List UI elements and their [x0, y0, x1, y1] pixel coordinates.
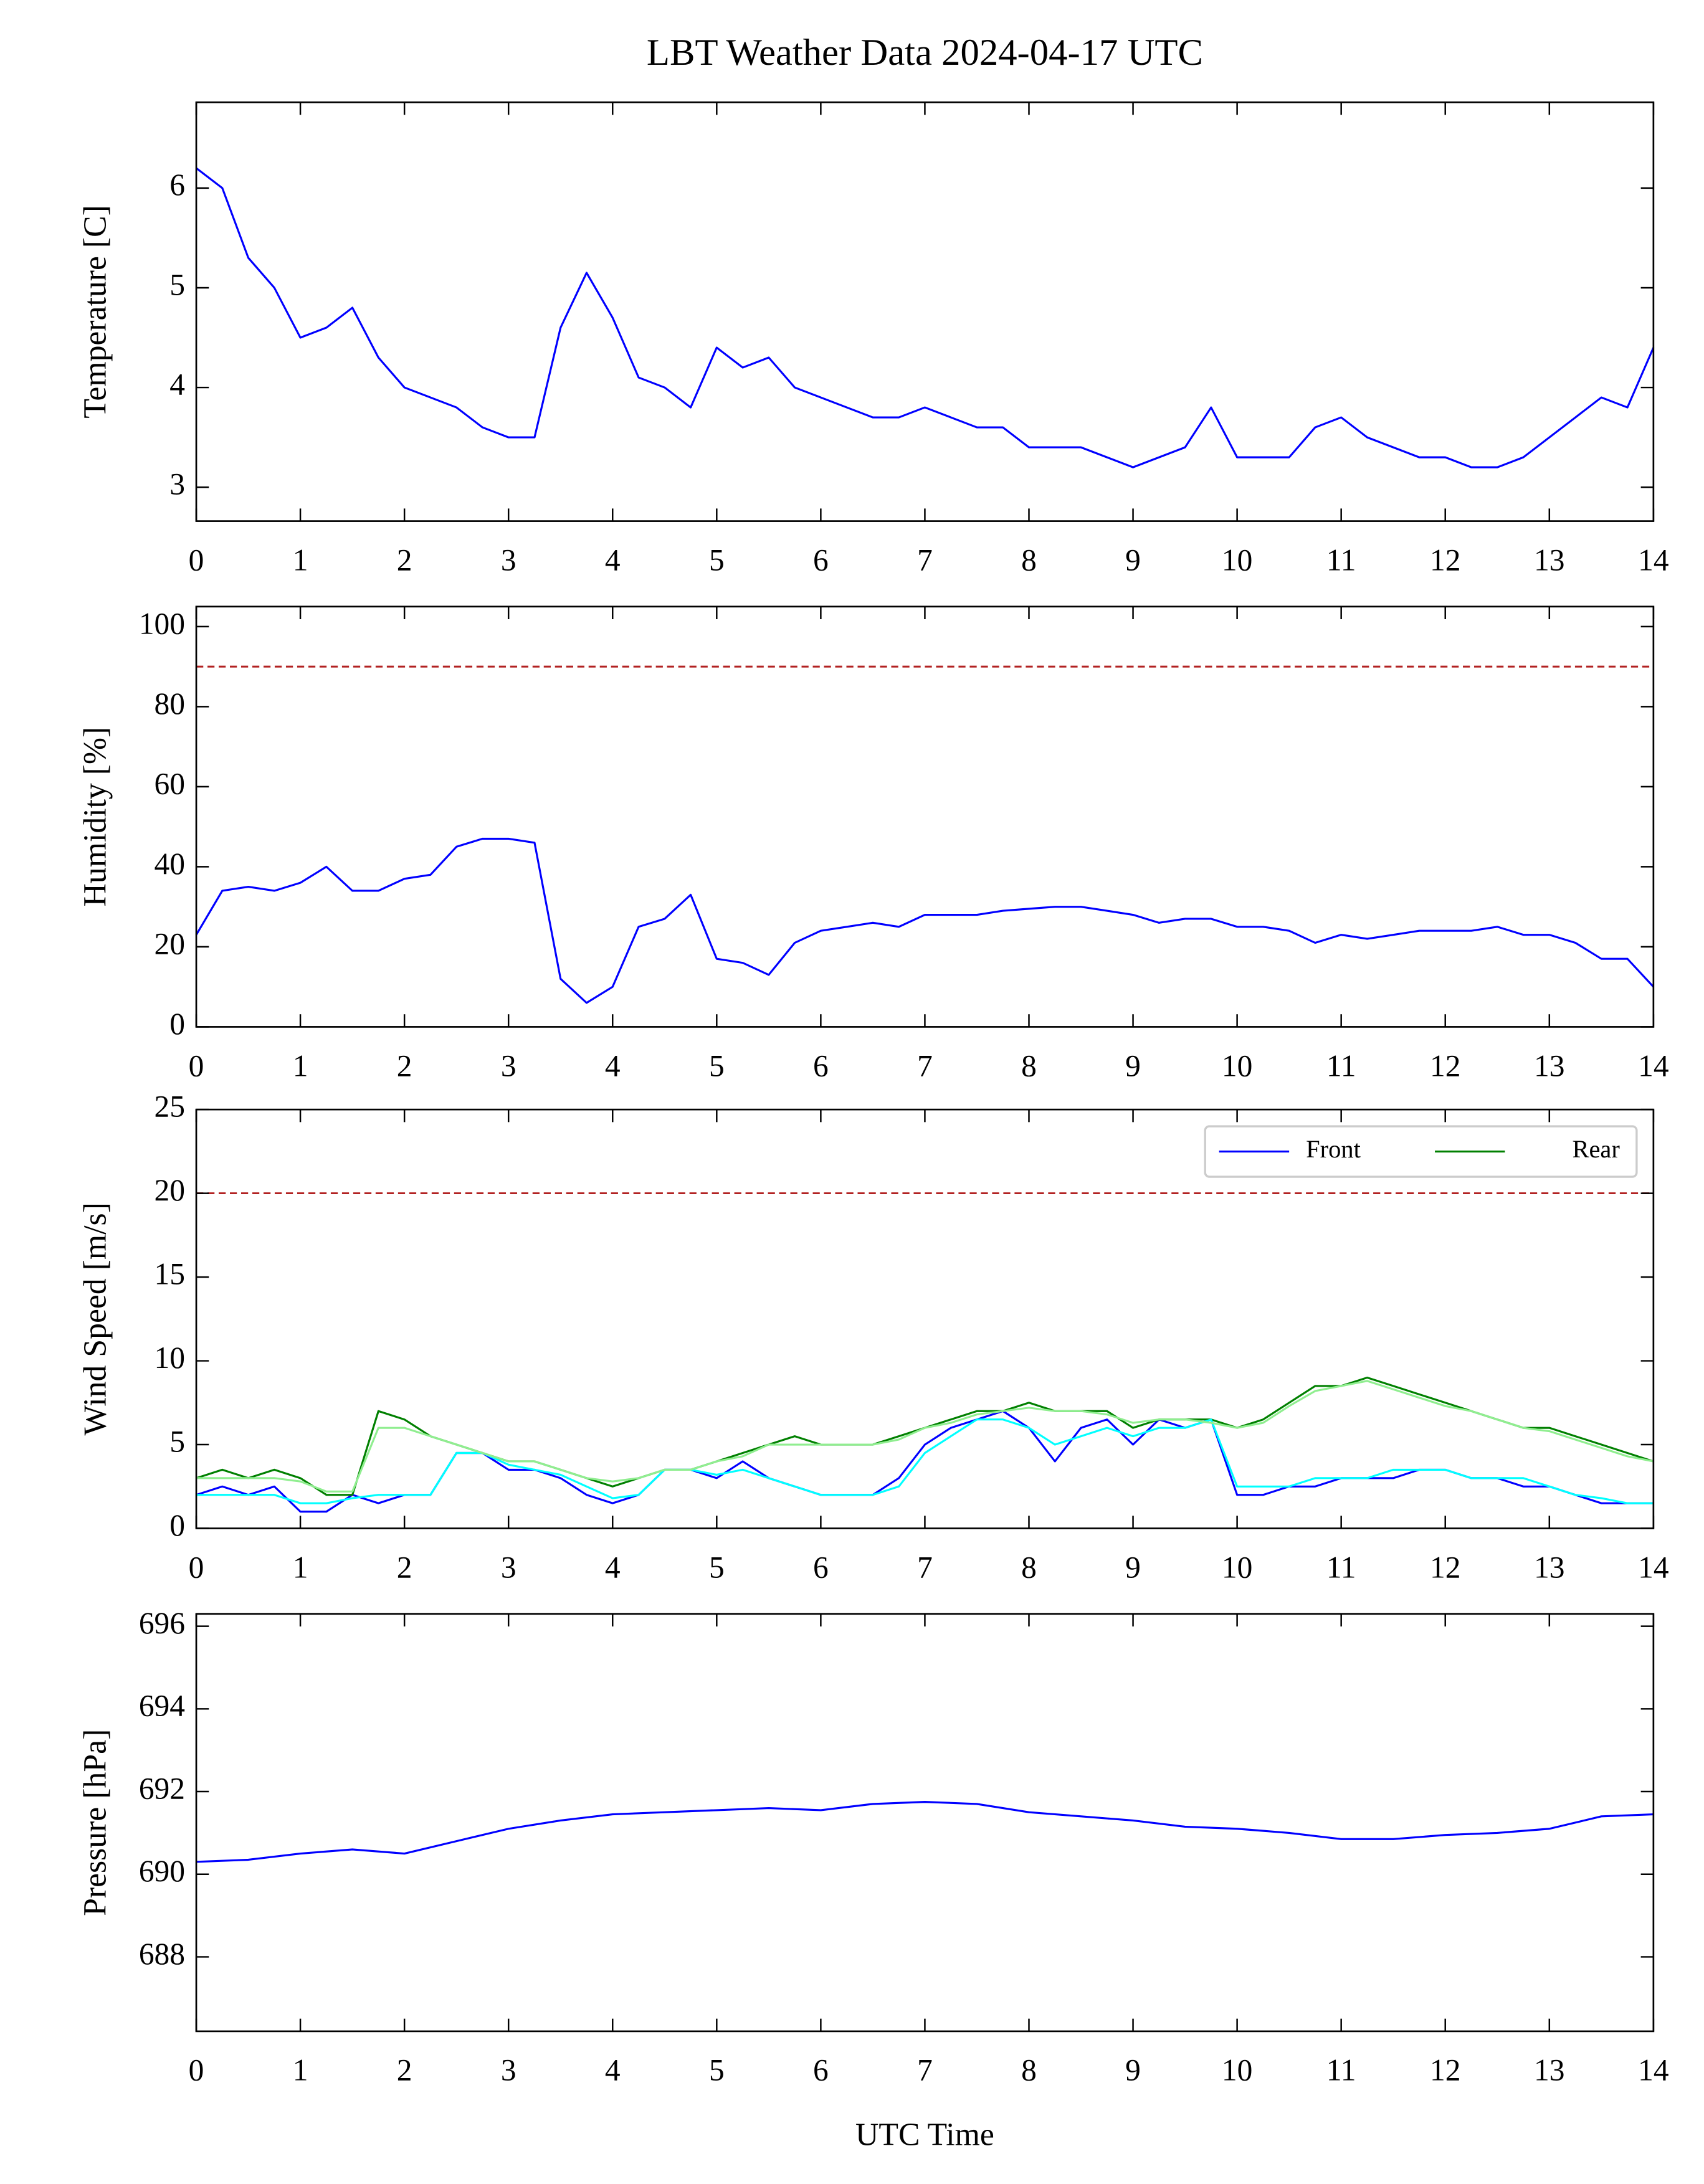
x-tick-label: 14 [1638, 2053, 1668, 2087]
x-tick-label: 12 [1430, 1550, 1460, 1584]
y-tick-label: 5 [169, 1424, 185, 1458]
x-tick-label: 7 [917, 1550, 933, 1584]
x-tick-label: 1 [293, 1048, 308, 1083]
y-tick-label: 4 [169, 367, 185, 401]
x-tick-label: 3 [501, 1550, 516, 1584]
y-tick-label: 688 [139, 1937, 185, 1971]
y-axis-label: Pressure [hPa] [77, 1729, 113, 1916]
x-tick-label: 5 [709, 1550, 725, 1584]
x-tick-label: 4 [605, 1048, 621, 1083]
x-tick-label: 9 [1125, 2053, 1141, 2087]
legend-box [1204, 1125, 1638, 1178]
y-tick-label: 20 [155, 926, 185, 961]
x-tick-label: 13 [1534, 1550, 1564, 1584]
x-tick-label: 13 [1534, 543, 1564, 577]
y-axis-label: Wind Speed [m/s] [77, 1202, 113, 1435]
x-tick-label: 12 [1430, 1048, 1460, 1083]
y-tick-label: 3 [169, 467, 185, 501]
y-tick-label: 0 [169, 1007, 185, 1041]
y-tick-label: 40 [155, 847, 185, 881]
y-tick-label: 696 [139, 1606, 185, 1640]
x-tick-label: 11 [1326, 1550, 1356, 1584]
y-tick-label: 25 [155, 1089, 185, 1123]
data-line [196, 1801, 1654, 1863]
x-tick-label: 10 [1222, 1048, 1252, 1083]
x-tick-label: 5 [709, 2053, 725, 2087]
x-tick-label: 9 [1125, 1550, 1141, 1584]
x-tick-label: 7 [917, 543, 933, 577]
data-line [196, 1418, 1654, 1504]
x-tick-label: 1 [293, 2053, 308, 2087]
data-line [195, 837, 1655, 1004]
y-tick-label: 692 [139, 1771, 185, 1805]
x-tick-label: 4 [605, 1550, 621, 1584]
x-tick-label: 12 [1430, 543, 1460, 577]
x-tick-label: 8 [1021, 543, 1037, 577]
y-axis-label: Temperature [C] [77, 205, 113, 418]
x-tick-label: 3 [501, 543, 516, 577]
x-tick-label: 5 [709, 543, 725, 577]
y-tick-label: 10 [155, 1341, 185, 1375]
legend-label: Front [1306, 1135, 1361, 1163]
x-tick-label: 7 [917, 1048, 933, 1083]
x-tick-label: 12 [1430, 2053, 1460, 2087]
x-tick-label: 11 [1326, 1048, 1356, 1083]
x-tick-label: 4 [605, 543, 621, 577]
y-axis-label: Humidity [%] [77, 727, 113, 907]
y-tick-label: 100 [139, 606, 185, 640]
x-tick-label: 13 [1534, 1048, 1564, 1083]
x-tick-label: 0 [189, 1048, 204, 1083]
x-tick-label: 9 [1125, 1048, 1141, 1083]
x-tick-label: 6 [813, 2053, 829, 2087]
x-tick-label: 2 [397, 543, 412, 577]
x-tick-label: 6 [813, 543, 829, 577]
x-tick-label: 0 [189, 543, 204, 577]
y-tick-label: 20 [155, 1173, 185, 1207]
y-tick-label: 60 [155, 766, 185, 800]
data-line [196, 167, 1655, 468]
x-tick-label: 6 [813, 1550, 829, 1584]
x-axis-label: UTC Time [855, 2117, 994, 2153]
x-tick-label: 5 [709, 1048, 725, 1083]
x-tick-label: 3 [501, 2053, 516, 2087]
x-tick-label: 0 [189, 1550, 204, 1584]
x-tick-label: 1 [293, 543, 308, 577]
x-tick-label: 3 [501, 1048, 516, 1083]
chart-title: LBT Weather Data 2024-04-17 UTC [647, 32, 1203, 74]
x-tick-label: 2 [397, 1550, 412, 1584]
x-tick-label: 11 [1326, 543, 1356, 577]
y-tick-label: 694 [139, 1689, 185, 1723]
y-tick-label: 0 [169, 1508, 185, 1542]
x-tick-label: 8 [1021, 1550, 1037, 1584]
legend: Front Rear [1204, 1125, 1638, 1178]
x-tick-label: 2 [397, 2053, 412, 2087]
x-tick-label: 8 [1021, 1048, 1037, 1083]
y-tick-label: 5 [169, 267, 185, 301]
x-tick-label: 2 [397, 1048, 412, 1083]
y-tick-label: 6 [169, 168, 185, 202]
x-tick-label: 8 [1021, 2053, 1037, 2087]
x-tick-label: 13 [1534, 2053, 1564, 2087]
y-tick-label: 15 [155, 1256, 185, 1291]
x-tick-label: 14 [1638, 543, 1668, 577]
x-tick-label: 6 [813, 1048, 829, 1083]
x-tick-label: 0 [189, 2053, 204, 2087]
x-tick-label: 10 [1222, 543, 1252, 577]
x-tick-label: 10 [1222, 2053, 1252, 2087]
x-tick-label: 14 [1638, 1550, 1668, 1584]
x-tick-label: 14 [1638, 1048, 1668, 1083]
x-tick-label: 7 [917, 2053, 933, 2087]
x-tick-label: 9 [1125, 543, 1141, 577]
x-tick-label: 4 [605, 2053, 621, 2087]
x-tick-label: 10 [1222, 1550, 1252, 1584]
y-tick-label: 80 [155, 686, 185, 721]
data-line [196, 1380, 1654, 1493]
legend-label: Rear [1572, 1135, 1620, 1163]
x-tick-label: 11 [1326, 2053, 1356, 2087]
y-tick-label: 690 [139, 1854, 185, 1888]
x-tick-label: 1 [293, 1550, 308, 1584]
